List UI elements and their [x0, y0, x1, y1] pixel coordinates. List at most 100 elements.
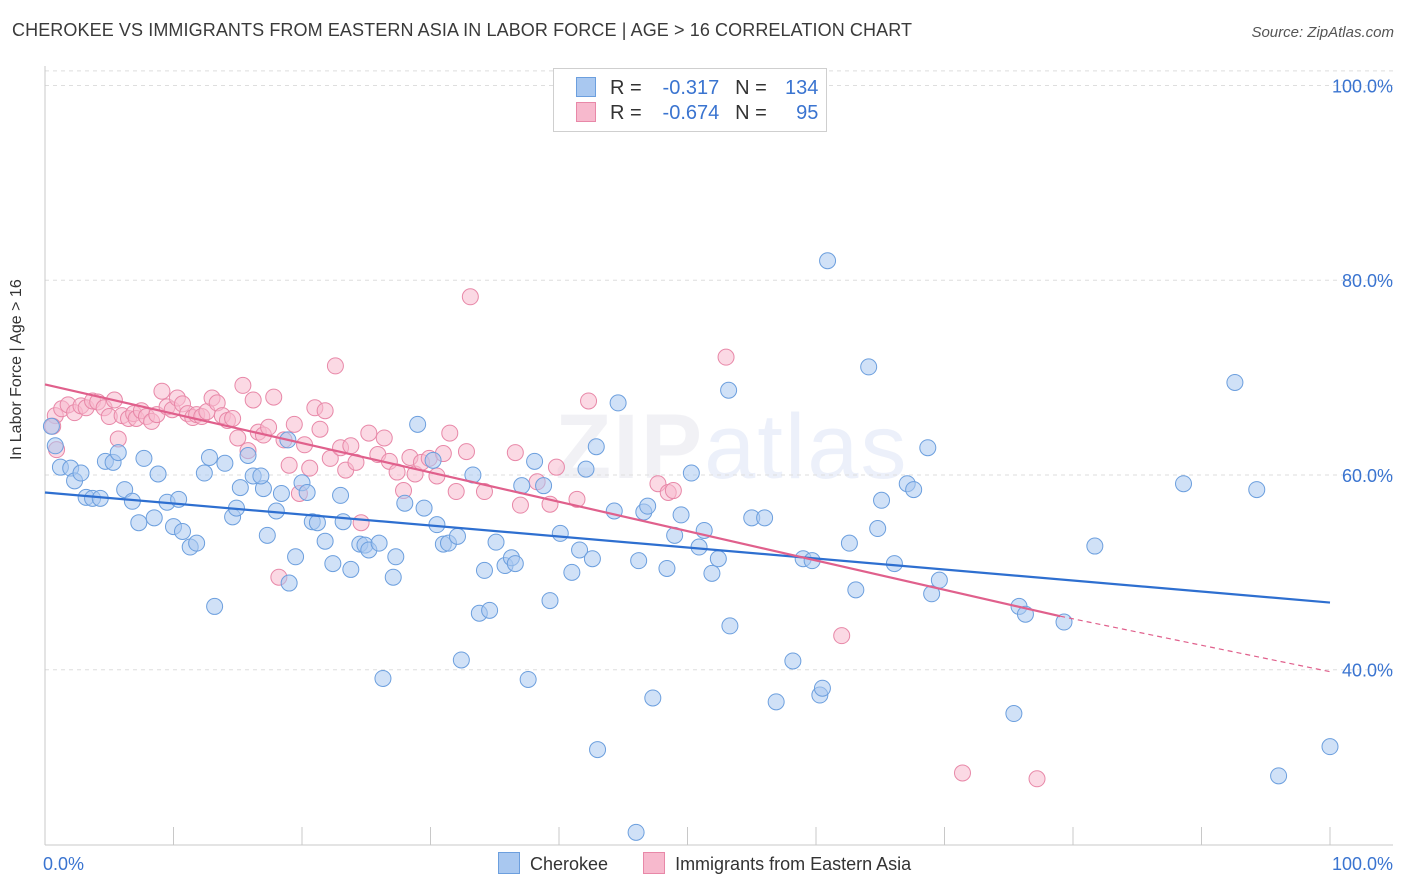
trend-lines [44, 383, 1331, 673]
cherokee-point [252, 467, 270, 485]
eastern-asia-point [311, 420, 329, 438]
cherokee-point [644, 689, 662, 707]
watermark-logo: ZIPatlas [555, 396, 909, 498]
cherokee-point [206, 597, 224, 615]
cherokee-point [1270, 767, 1288, 785]
cherokee-point [145, 509, 163, 527]
eastern-asia-point [447, 483, 465, 501]
cherokee-point [1226, 373, 1244, 391]
y-tick-label: 60.0% [1342, 466, 1393, 486]
eastern-asia-point [511, 496, 529, 514]
r-label: R = [610, 77, 642, 99]
eastern-asia-trend-extension [1060, 615, 1331, 673]
cherokee-point [272, 484, 290, 502]
cherokee-point [767, 693, 785, 711]
eastern-asia-swatch [643, 852, 666, 874]
cherokee-point [1005, 705, 1023, 723]
eastern-asia-point [547, 458, 565, 476]
legend-item-eastern-asia[interactable]: Immigrants from Eastern Asia [643, 852, 911, 875]
cherokee-point [930, 571, 948, 589]
cherokee-point [589, 741, 607, 759]
eastern-asia-point [342, 437, 360, 455]
eastern-asia-point [457, 443, 475, 461]
cherokee-point [840, 534, 858, 552]
cherokee-point [873, 491, 891, 509]
cherokee-point [370, 534, 388, 552]
cherokee-point [332, 486, 350, 504]
cherokee-point [448, 527, 466, 545]
eastern-asia-point [664, 482, 682, 500]
cherokee-point [42, 417, 60, 435]
cherokee-point [324, 555, 342, 573]
cherokee-point [526, 452, 544, 470]
r-value: -0.674 [662, 102, 720, 124]
series-legend: Cherokee Immigrants from Eastern Asia [498, 852, 941, 875]
eastern-asia-swatch [576, 102, 596, 122]
axes [44, 66, 1393, 846]
cherokee-point [1248, 481, 1266, 499]
legend-row-cherokee: R = -0.317 N = 134 [576, 77, 818, 101]
n-value: 95 [796, 102, 819, 124]
eastern-asia-point [280, 456, 298, 474]
cherokee-point [682, 464, 700, 482]
tick-labels: 40.0% 60.0% 80.0% 100.0% 0.0% 100.0% [43, 76, 1393, 874]
cherokee-point [756, 509, 774, 527]
cherokee-point [658, 559, 676, 577]
eastern-asia-point [461, 288, 479, 306]
cherokee-point [287, 548, 305, 566]
cherokee-point [860, 358, 878, 376]
cherokee-swatch [498, 852, 520, 874]
cherokee-point [334, 513, 352, 531]
cherokee-point [130, 514, 148, 532]
eastern-asia-point [265, 388, 283, 406]
cherokee-point [475, 561, 493, 579]
n-label: N = [735, 102, 767, 124]
legend-item-cherokee[interactable]: Cherokee [498, 852, 608, 875]
cherokee-point [1086, 537, 1104, 555]
cherokee-point [308, 514, 326, 532]
cherokee-point [721, 617, 739, 635]
cherokee-point [577, 460, 595, 478]
cherokee-point [188, 534, 206, 552]
r-value: -0.317 [662, 77, 720, 99]
y-tick-label: 80.0% [1342, 271, 1393, 291]
eastern-asia-trend-line [44, 383, 1061, 618]
cherokee-point [1321, 738, 1339, 756]
cherokee-point [116, 481, 134, 499]
cherokee-point [387, 548, 405, 566]
cherokee-point [1175, 475, 1193, 493]
cherokee-point [258, 526, 276, 544]
cherokee-point [46, 437, 64, 455]
eastern-asia-point [580, 392, 598, 410]
cherokee-point [630, 552, 648, 570]
y-tick-label: 40.0% [1342, 661, 1393, 681]
cherokee-point [709, 550, 727, 568]
correlation-legend: R = -0.317 N = 134 R = -0.674 N = 95 [553, 68, 827, 132]
cherokee-point [869, 520, 887, 538]
cherokee-point [583, 550, 601, 568]
n-value: 134 [785, 77, 819, 99]
cherokee-point [316, 532, 334, 550]
n-label: N = [735, 77, 767, 99]
eastern-asia-point [1028, 770, 1046, 788]
cherokee-point [173, 522, 191, 540]
cherokee-point [195, 464, 213, 482]
cherokee-point [1055, 613, 1073, 631]
eastern-asia-point [352, 514, 370, 532]
cherokee-trend-line [44, 491, 1331, 604]
cherokee-point [200, 448, 218, 466]
x-tick-label: 0.0% [43, 854, 84, 874]
cherokee-point [571, 541, 589, 559]
source-credit[interactable]: Source: ZipAtlas.com [1251, 24, 1394, 41]
legend-row-eastern-asia: R = -0.674 N = 95 [576, 102, 818, 126]
cherokee-points [42, 252, 1339, 841]
cherokee-point [905, 481, 923, 499]
eastern-asia-point [568, 490, 586, 508]
legend-label: Immigrants from Eastern Asia [675, 854, 912, 874]
grid-lines [45, 70, 1393, 671]
cherokee-point [819, 252, 837, 270]
cherokee-point [535, 477, 553, 495]
eastern-asia-point [475, 483, 493, 501]
eastern-asia-point [326, 357, 344, 375]
